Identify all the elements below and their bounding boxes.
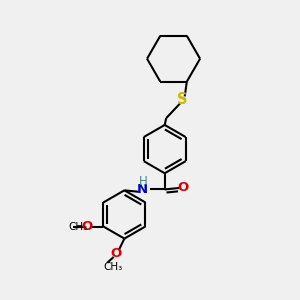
Text: N: N [137, 183, 148, 196]
Text: CH₃: CH₃ [68, 221, 87, 232]
Text: O: O [177, 182, 189, 194]
Text: O: O [110, 248, 122, 260]
Text: O: O [82, 220, 93, 233]
Text: CH₃: CH₃ [103, 262, 122, 272]
Text: H: H [139, 175, 148, 188]
Text: S: S [177, 92, 188, 107]
